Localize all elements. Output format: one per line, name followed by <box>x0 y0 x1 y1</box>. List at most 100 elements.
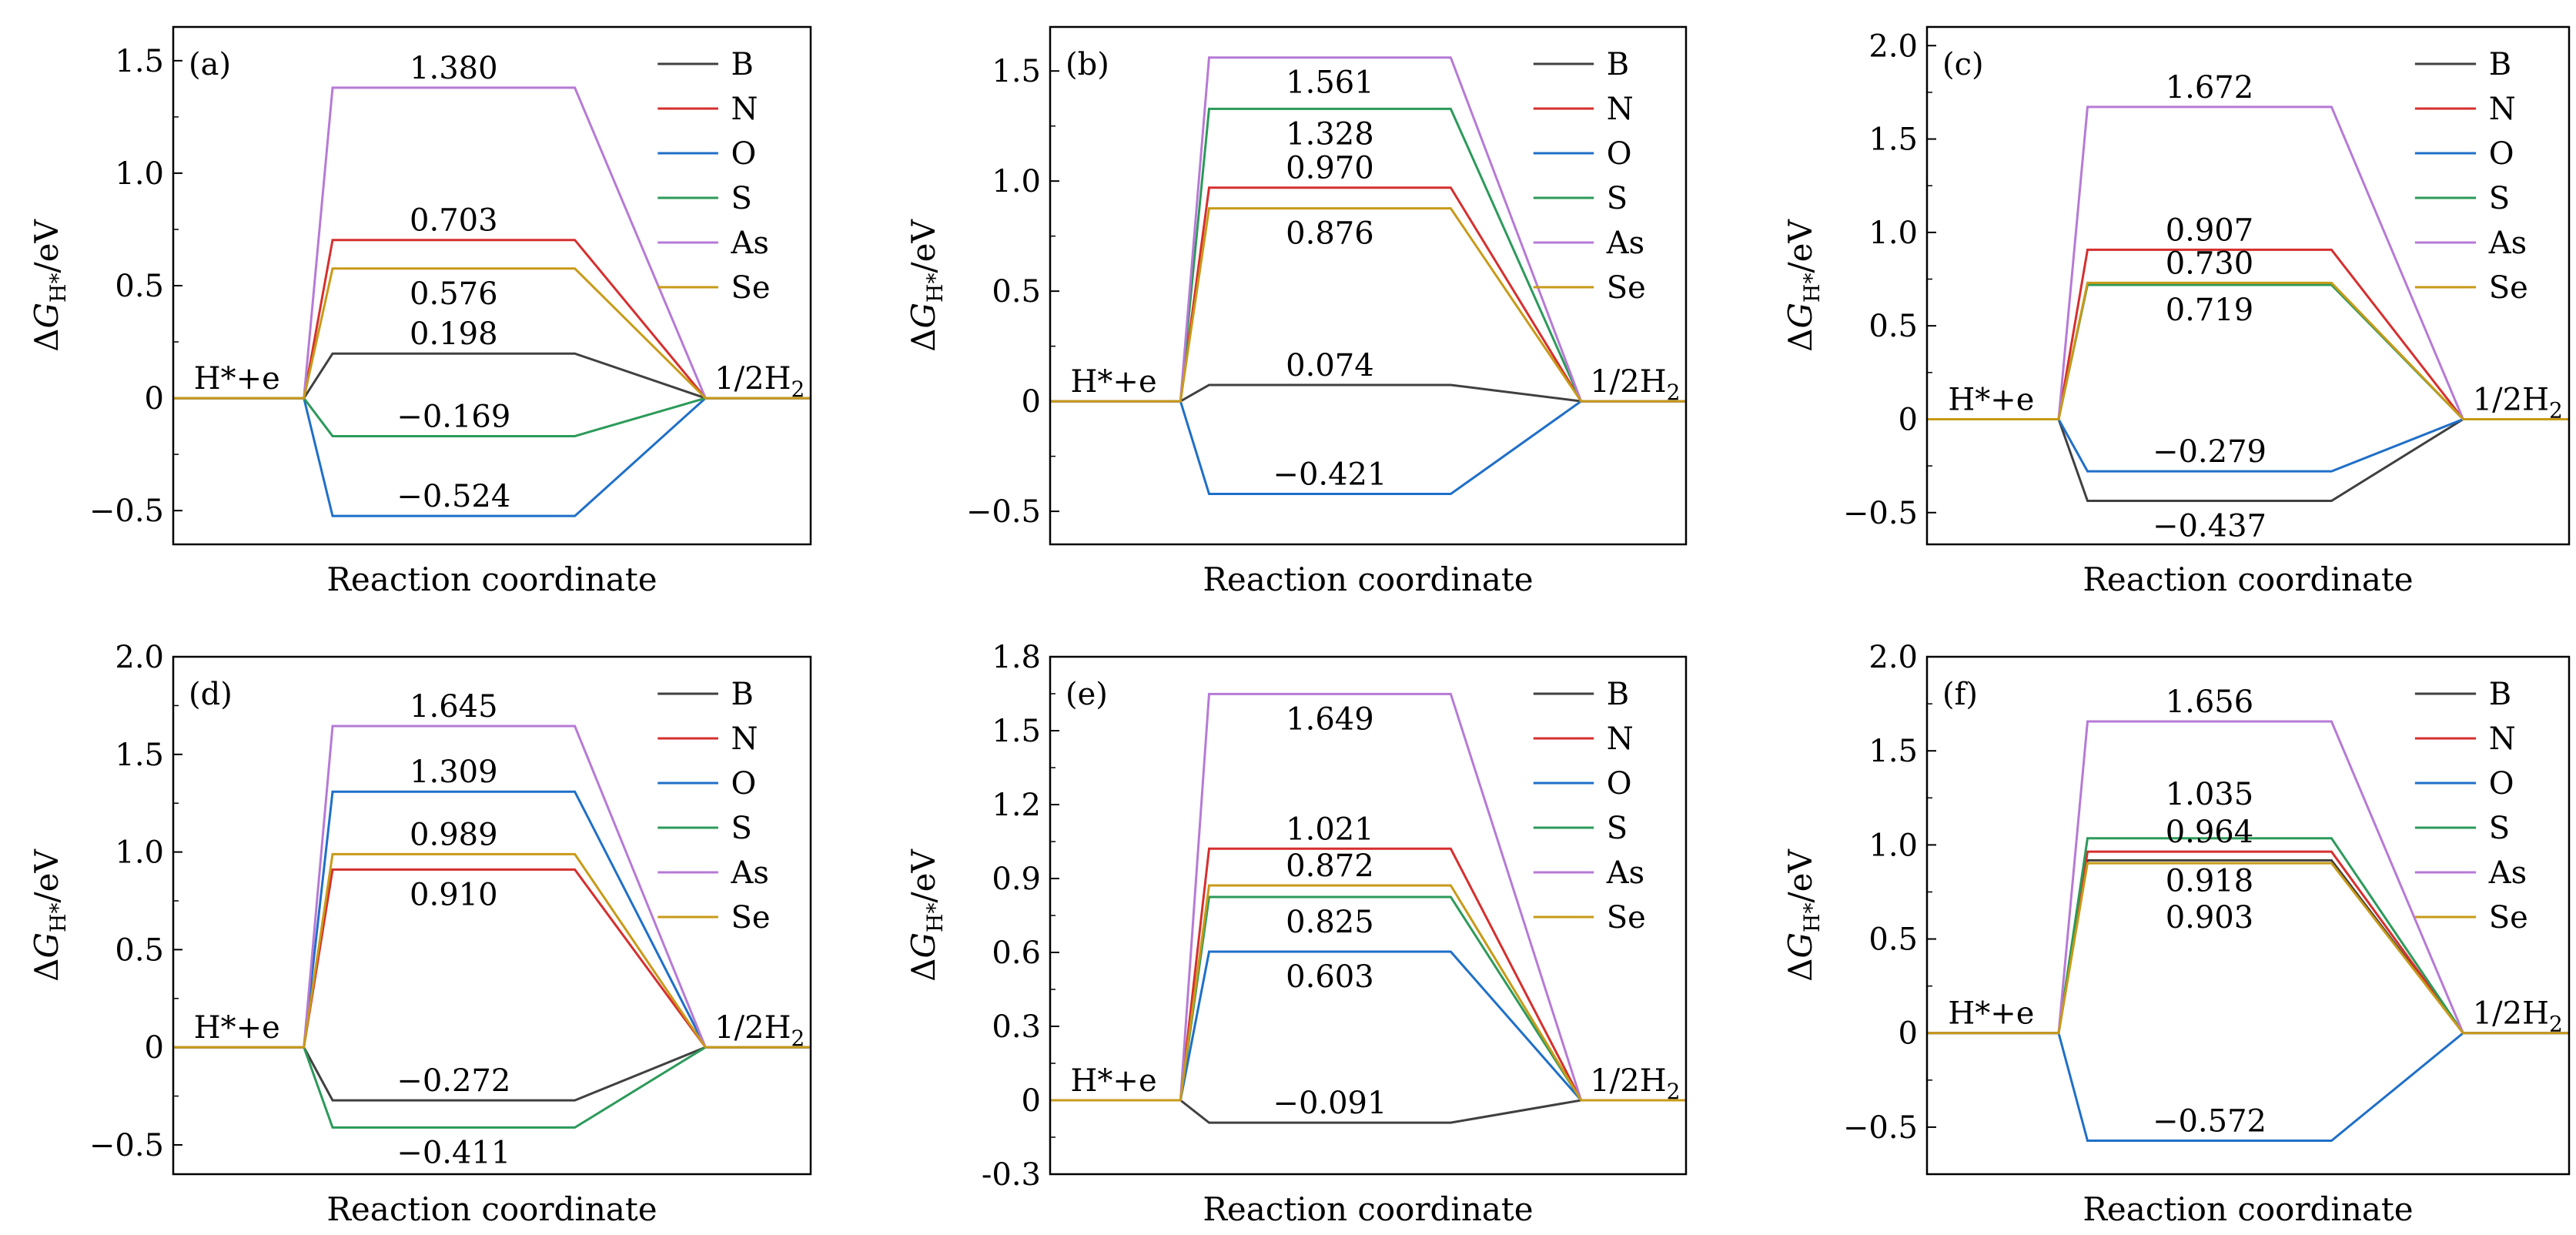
end-state-label: 1/2H2 <box>2473 996 2563 1037</box>
value-label-b: −0.437 <box>2153 508 2267 544</box>
y-axis-title: ΔGH*/eV <box>905 219 948 352</box>
x-axis-title: Reaction coordinate <box>2083 561 2413 598</box>
y-tick-label: 1.5 <box>115 44 164 79</box>
legend-label-o: O <box>731 136 757 172</box>
value-label-as: 1.672 <box>2166 70 2254 105</box>
y-tick-label: 0.6 <box>992 935 1041 971</box>
legend-label-as: As <box>1606 226 1644 261</box>
start-state-label: H*+e <box>1948 996 2034 1032</box>
y-tick-label: 0 <box>145 1030 164 1066</box>
y-tick-label: 1.5 <box>1868 122 1918 158</box>
value-label-n: 0.964 <box>2166 815 2254 850</box>
legend-label-se: Se <box>2489 270 2528 306</box>
plot-frame <box>172 25 812 546</box>
y-tick-label: 0.5 <box>992 274 1041 310</box>
x-axis-title: Reaction coordinate <box>1203 561 1533 598</box>
legend-label-b: B <box>1607 47 1629 82</box>
legend-label-n: N <box>1607 92 1634 127</box>
value-label-s: 1.328 <box>1286 116 1374 152</box>
series-line-se <box>173 852 811 1049</box>
y-tick-label: 0.9 <box>992 862 1041 897</box>
value-label-n: 0.907 <box>2166 213 2254 248</box>
y-tick-label: 0.5 <box>1868 309 1918 344</box>
value-label-n: 0.970 <box>1286 151 1374 186</box>
y-tick-label: 1.8 <box>992 640 1041 675</box>
y-tick-label: 2.0 <box>1868 640 1918 675</box>
legend-label-se: Se <box>2489 900 2528 935</box>
panel-label: (d) <box>189 677 233 712</box>
start-state-label: H*+e <box>1071 1063 1157 1099</box>
value-label-as: 1.649 <box>1286 701 1374 737</box>
value-label-o: −0.279 <box>2153 434 2267 470</box>
legend-label-n: N <box>731 92 758 127</box>
legend-label-as: As <box>1606 855 1644 891</box>
plot-frame <box>172 655 812 1176</box>
value-label-s: 0.719 <box>2166 293 2254 328</box>
value-label-s: −0.411 <box>396 1135 510 1170</box>
value-label-b: 0.918 <box>2166 863 2254 899</box>
legend-label-s: S <box>2489 811 2510 846</box>
legend-label-n: N <box>1607 721 1634 757</box>
x-axis-title: Reaction coordinate <box>326 561 657 598</box>
y-tick-label: 0.5 <box>1868 922 1918 958</box>
legend-label-n: N <box>2489 721 2516 757</box>
value-label-o: −0.421 <box>1273 457 1387 493</box>
value-label-as: 1.656 <box>2166 684 2254 720</box>
y-axis-title: ΔGH*/eV <box>28 219 71 352</box>
y-tick-label: 1.5 <box>115 738 164 773</box>
panel-label: (b) <box>1066 47 1109 82</box>
value-label-o: 0.603 <box>1286 959 1374 995</box>
chart-panel-f: −0.5 0 0.5 1.0 1.5 2.0 0.918 0.964 −0.572 1.035 1.… <box>1781 640 2571 1228</box>
legend-label-s: S <box>1607 181 1628 216</box>
series-line-se <box>1050 207 1686 403</box>
panel-label: (a) <box>189 47 231 82</box>
y-axis-title: ΔGH*/eV <box>1781 849 1825 982</box>
y-tick-label: 1.2 <box>992 788 1041 823</box>
value-label-n: 1.021 <box>1286 812 1374 847</box>
value-label-se: 0.730 <box>2166 246 2254 281</box>
legend-label-as: As <box>2488 855 2527 891</box>
y-tick-label: 0 <box>1899 402 1918 437</box>
legend-label-as: As <box>2488 226 2527 261</box>
value-label-n: 0.703 <box>410 203 498 239</box>
legend-label-o: O <box>2489 766 2514 802</box>
series-line-se <box>1927 281 2569 420</box>
x-axis-title: Reaction coordinate <box>1203 1190 1533 1228</box>
value-label-o: −0.572 <box>2153 1104 2267 1140</box>
value-label-s: 0.825 <box>1286 905 1374 940</box>
end-state-label: 1/2H2 <box>1590 364 1680 405</box>
y-tick-label: −0.5 <box>89 1128 164 1163</box>
value-label-se: 0.989 <box>410 817 498 852</box>
value-label-b: 0.198 <box>410 316 498 352</box>
legend-label-s: S <box>731 181 752 216</box>
y-tick-label: 0 <box>1899 1016 1918 1052</box>
y-tick-label: 0.3 <box>992 1009 1041 1045</box>
value-label-n: 0.910 <box>410 877 498 912</box>
plot-frame <box>1925 25 2571 546</box>
value-label-b: −0.272 <box>396 1063 510 1099</box>
end-state-label: 1/2H2 <box>1590 1063 1680 1104</box>
start-state-label: H*+e <box>194 361 280 397</box>
y-axis-title: ΔGH*/eV <box>905 849 948 982</box>
chart-panel-d: −0.5 0 0.5 1.0 1.5 2.0 −0.272 0.910 1.309 −0.411 1… <box>28 640 812 1228</box>
y-tick-label: 1.5 <box>992 54 1041 89</box>
y-tick-label: 0.5 <box>115 269 164 304</box>
panel-label: (e) <box>1066 677 1108 712</box>
start-state-label: H*+e <box>1948 382 2034 417</box>
chart-panel-b: −0.5 0 0.5 1.0 1.5 0.074 0.970 −0.421 1.328 1.561… <box>905 25 1688 598</box>
plot-frame <box>1925 655 2571 1176</box>
series-line-se <box>1050 884 1686 1102</box>
y-axis-title: ΔGH*/eV <box>28 849 71 982</box>
legend-label-b: B <box>731 47 754 82</box>
y-tick-label: 0 <box>1022 1083 1041 1119</box>
chart-panel-e: -0.3 0 0.3 0.6 0.9 1.2 1.5 1.8 −0.091 1.021 0.603 0… <box>905 640 1688 1228</box>
y-tick-label: 2.0 <box>115 640 164 675</box>
legend-label-se: Se <box>1607 270 1646 306</box>
y-tick-label: 0 <box>1022 384 1041 420</box>
series-line-se <box>173 267 811 400</box>
value-label-se: 0.876 <box>1286 216 1374 252</box>
y-tick-label: 1.0 <box>115 156 164 192</box>
y-tick-label: 1.5 <box>1868 734 1918 769</box>
legend-label-as: As <box>731 855 769 891</box>
